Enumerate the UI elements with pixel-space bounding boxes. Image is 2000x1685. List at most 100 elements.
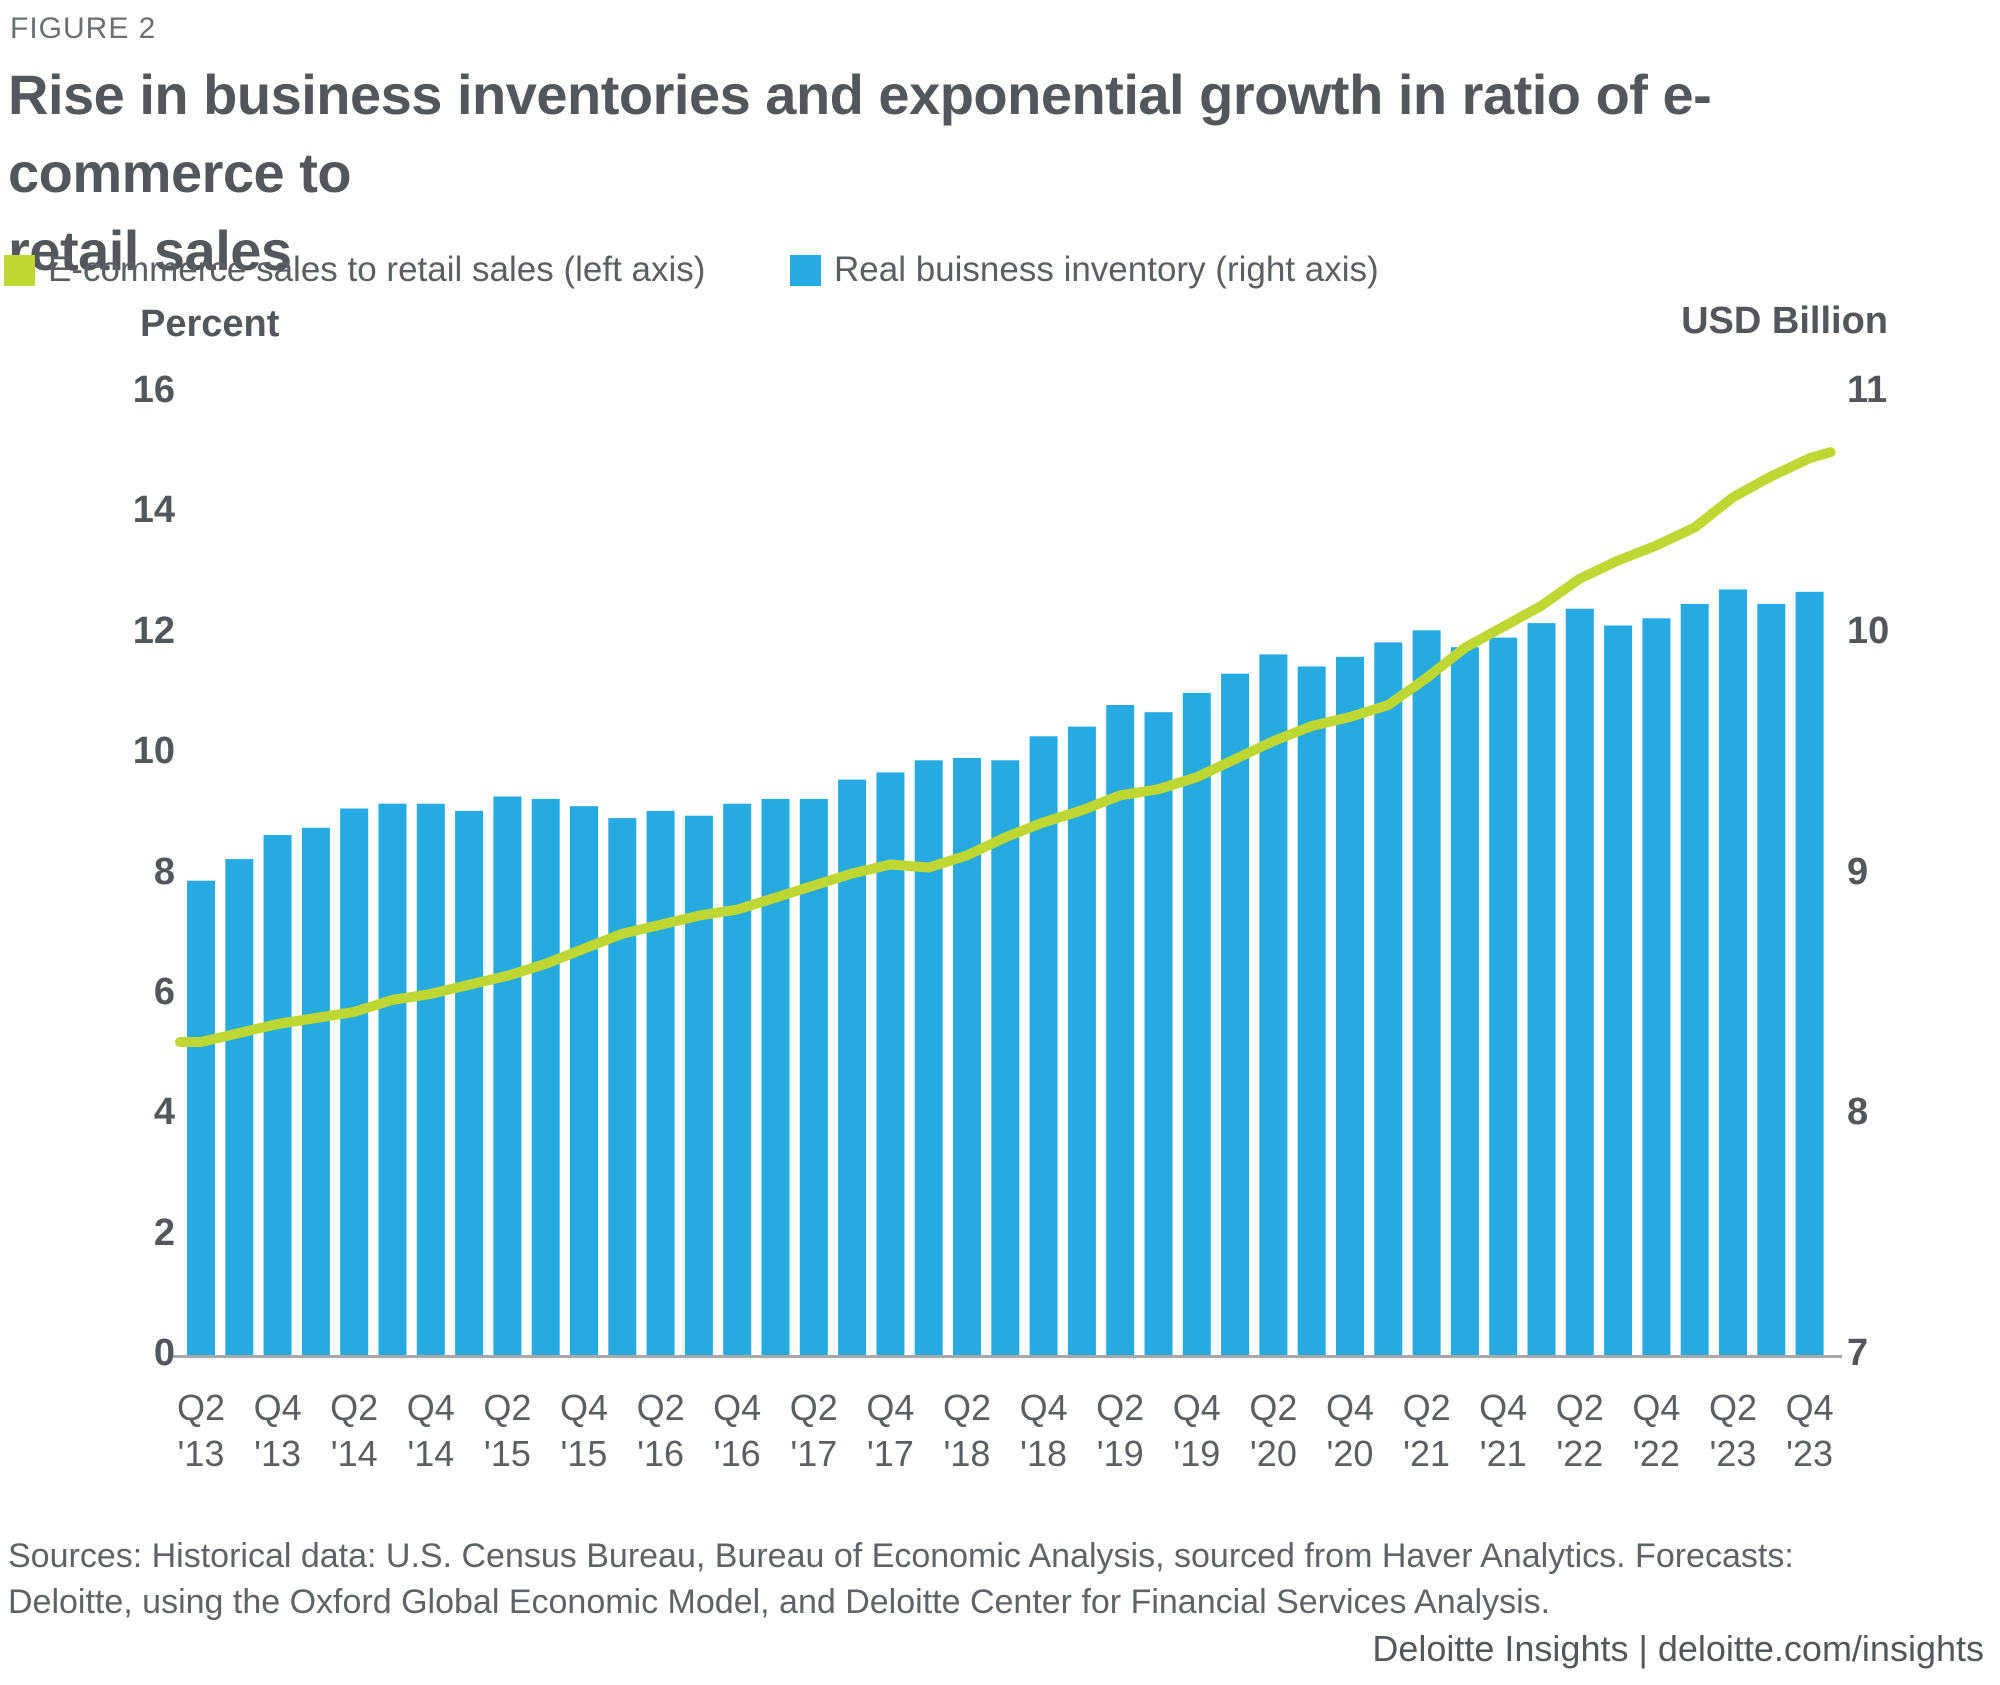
right-axis-tick: 11 <box>1847 369 1888 411</box>
x-tick-year: '23 <box>1786 1433 1834 1474</box>
x-tick-year: '14 <box>330 1433 378 1474</box>
inventory-bar <box>1336 656 1364 1355</box>
x-axis-tick: Q4'20 <box>1290 1385 1410 1477</box>
x-tick-quarter: Q2 <box>1555 1387 1604 1428</box>
x-axis-tick: Q4'13 <box>218 1385 338 1477</box>
inventory-bar <box>991 760 1020 1355</box>
x-tick-quarter: Q2 <box>942 1387 992 1428</box>
inventory-bar <box>684 815 713 1355</box>
x-axis-tick: Q4'18 <box>984 1385 1104 1477</box>
inventory-bar <box>1259 654 1288 1355</box>
right-axis-tick: 8 <box>1847 1091 1869 1134</box>
left-axis-tick: 12 <box>132 609 175 652</box>
x-tick-quarter: Q2 <box>1402 1387 1451 1428</box>
x-tick-quarter: Q4 <box>1019 1387 1068 1428</box>
x-tick-quarter: Q2 <box>483 1387 532 1428</box>
left-axis-tick: 16 <box>132 369 175 411</box>
x-tick-year: '13 <box>254 1433 302 1474</box>
source-note-line-1: Sources: Historical data: U.S. Census Bu… <box>8 1537 1794 1575</box>
inventory-bar <box>1412 630 1441 1355</box>
x-tick-year: '23 <box>1709 1433 1757 1474</box>
x-tick-year: '22 <box>1632 1433 1680 1474</box>
inventory-bar <box>723 803 752 1355</box>
inventory-bar <box>570 806 598 1355</box>
x-tick-quarter: Q2 <box>176 1387 226 1428</box>
x-axis-tick: Q2'21 <box>1367 1385 1487 1477</box>
inventory-bar <box>1221 673 1250 1355</box>
chart-title: Rise in business inventories and exponen… <box>8 56 1968 290</box>
inventory-bar <box>838 779 867 1355</box>
x-axis-tick: Q4'16 <box>677 1385 797 1477</box>
inventory-bar <box>301 827 330 1355</box>
source-note-line-2: Deloitte, using the Oxford Global Econom… <box>8 1583 1551 1621</box>
inventory-bar <box>1719 589 1747 1355</box>
inventory-bar <box>761 798 790 1355</box>
x-tick-year: '18 <box>1020 1433 1068 1474</box>
x-axis-tick: Q4'22 <box>1596 1385 1716 1477</box>
x-tick-year: '21 <box>1403 1433 1451 1474</box>
x-tick-quarter: Q4 <box>1632 1387 1681 1428</box>
x-axis-tick: Q2'14 <box>294 1385 414 1477</box>
legend-item-inventory: Real buisness inventory (right axis) <box>790 250 1379 290</box>
x-tick-quarter: Q4 <box>713 1387 762 1428</box>
inventory-bar <box>1795 591 1824 1355</box>
inventory-bar <box>1565 608 1594 1355</box>
x-tick-quarter: Q2 <box>330 1387 379 1428</box>
x-tick-year: '14 <box>407 1433 455 1474</box>
right-axis-tick: 10 <box>1847 609 1890 652</box>
inventory-bar <box>1680 603 1709 1355</box>
x-tick-quarter: Q2 <box>636 1387 685 1428</box>
footer-attribution: Deloitte Insights | deloitte.com/insight… <box>1372 1628 1984 1669</box>
x-tick-quarter: Q4 <box>1479 1387 1528 1428</box>
left-axis-tick: 0 <box>153 1332 175 1374</box>
left-axis-tick: 2 <box>153 1211 175 1254</box>
right-axis-tick: 9 <box>1847 850 1869 893</box>
x-axis-tick: Q4'14 <box>371 1385 491 1477</box>
inventory-bar <box>225 859 254 1355</box>
x-axis-tick: Q2'23 <box>1673 1385 1793 1477</box>
inventory-bar <box>1029 736 1058 1355</box>
inventory-bar <box>914 760 943 1355</box>
inventory-bar <box>1604 625 1633 1355</box>
left-axis-tick: 4 <box>153 1091 175 1134</box>
x-tick-year: '21 <box>1479 1433 1527 1474</box>
source-note: Sources: Historical data: U.S. Census Bu… <box>8 1533 1968 1625</box>
chart-title-line-2: retail sales <box>8 219 292 282</box>
ecommerce-line <box>175 447 1836 1047</box>
x-tick-year: '22 <box>1556 1433 1604 1474</box>
inventory-bar <box>1374 642 1403 1355</box>
x-axis-tick: Q2'22 <box>1520 1385 1640 1477</box>
inventory-bar <box>340 808 369 1355</box>
right-axis-tick: 7 <box>1847 1332 1869 1374</box>
legend-swatch-bar-icon <box>790 254 821 286</box>
x-axis-tick: Q2'18 <box>907 1385 1027 1477</box>
x-axis-tick: Q2'17 <box>754 1385 874 1477</box>
inventory-bar <box>1489 637 1518 1355</box>
inventory-bar <box>1450 647 1479 1355</box>
x-tick-quarter: Q4 <box>253 1387 302 1428</box>
inventory-bar <box>1642 618 1671 1355</box>
left-axis-tick: 14 <box>132 489 175 532</box>
x-tick-year: '16 <box>713 1433 761 1474</box>
legend-swatch-line-icon <box>4 254 35 286</box>
x-tick-quarter: Q2 <box>1708 1387 1758 1428</box>
x-tick-quarter: Q2 <box>1249 1387 1298 1428</box>
chart-title-line-1: Rise in business inventories and exponen… <box>8 63 1712 204</box>
inventory-bar <box>1297 666 1326 1355</box>
inventory-bar <box>378 803 407 1355</box>
x-tick-year: '19 <box>1173 1433 1221 1474</box>
x-axis-tick: Q2'19 <box>1060 1385 1180 1477</box>
x-axis-tick: Q4'23 <box>1750 1385 1870 1477</box>
x-axis-tick: Q2'13 <box>141 1385 261 1477</box>
x-tick-quarter: Q4 <box>1325 1387 1375 1428</box>
x-tick-year: '20 <box>1249 1433 1297 1474</box>
legend-label-ecommerce: E-commerce sales to retail sales (left a… <box>48 250 706 289</box>
x-tick-quarter: Q4 <box>1785 1387 1834 1428</box>
x-tick-year: '15 <box>560 1433 608 1474</box>
inventory-bar <box>1757 603 1786 1355</box>
inventory-bar <box>493 796 522 1355</box>
x-axis-tick: Q4'15 <box>524 1385 644 1477</box>
x-tick-quarter: Q4 <box>559 1387 609 1428</box>
inventory-bar <box>608 818 637 1355</box>
